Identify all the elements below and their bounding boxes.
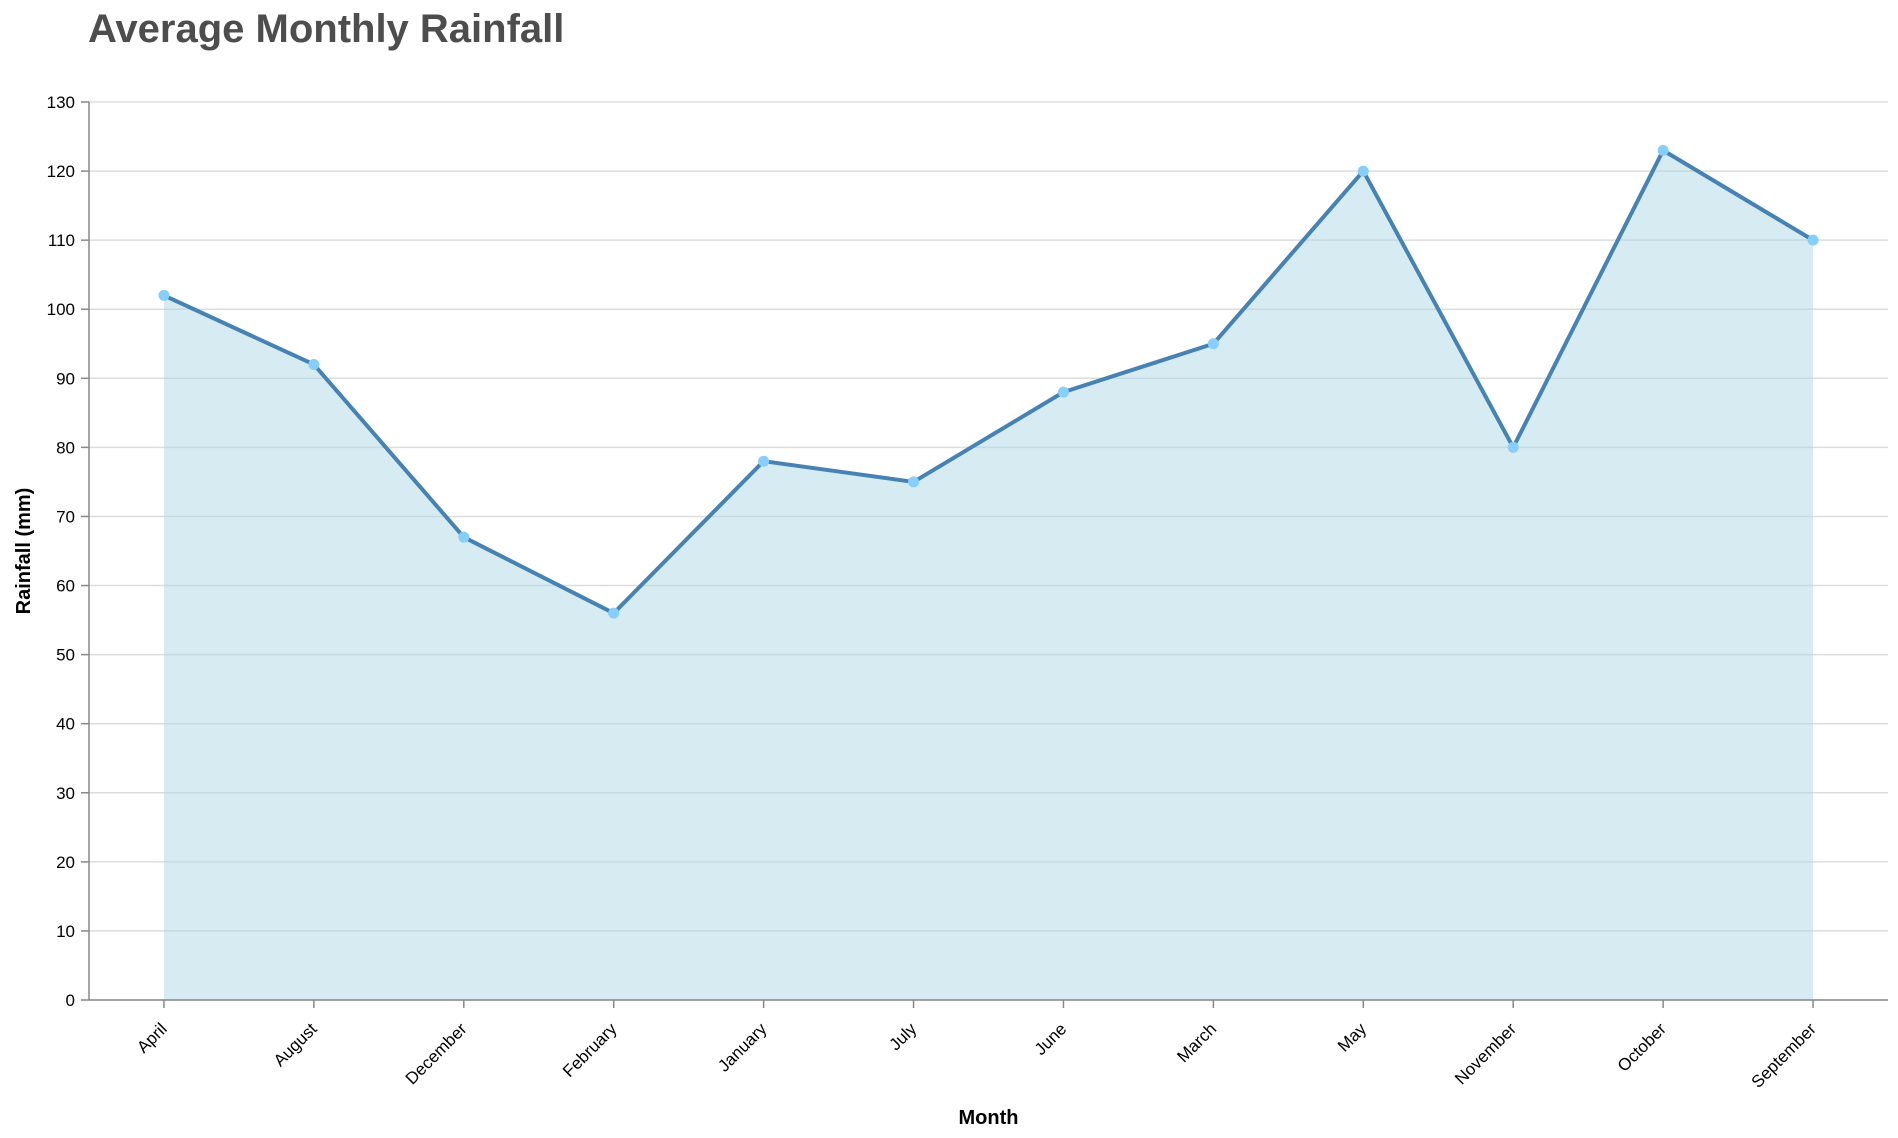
data-point xyxy=(758,455,770,467)
y-tick-label: 40 xyxy=(56,715,75,734)
data-point xyxy=(308,358,320,370)
y-tick-label: 110 xyxy=(48,231,75,250)
y-tick-label: 60 xyxy=(56,577,75,596)
x-tick-label: October xyxy=(1614,1019,1670,1075)
x-tick-label: August xyxy=(270,1019,321,1070)
x-axis-title: Month xyxy=(959,1107,1019,1129)
rainfall-line xyxy=(163,148,1815,616)
data-point xyxy=(608,607,620,619)
y-tick-label: 30 xyxy=(56,784,75,803)
y-axis-title: Rainfall (mm) xyxy=(13,488,35,615)
y-tick-label: 0 xyxy=(66,991,75,1010)
x-tick-label: March xyxy=(1173,1019,1220,1066)
data-point xyxy=(908,476,920,488)
y-tick-label: 90 xyxy=(56,369,75,388)
x-tick-label: December xyxy=(402,1019,471,1088)
x-tick-label: April xyxy=(133,1019,170,1056)
y-tick-label: 70 xyxy=(56,507,75,526)
x-tick-label: July xyxy=(886,1019,921,1054)
y-tick-label: 10 xyxy=(56,922,75,941)
data-point xyxy=(1057,386,1069,398)
data-point xyxy=(1507,441,1519,453)
x-axis: April August December February January July Ju… xyxy=(89,999,1888,1092)
y-tick-label: 80 xyxy=(56,438,75,457)
chart-title: Average Monthly Rainfall xyxy=(88,7,564,51)
rainfall-area xyxy=(163,150,1814,1001)
y-tick-label: 20 xyxy=(56,853,75,872)
x-tick-label: May xyxy=(1334,1019,1370,1055)
data-point xyxy=(158,289,170,301)
y-tick-label: 120 xyxy=(47,162,75,181)
x-tick-label: September xyxy=(1748,1019,1820,1091)
data-point xyxy=(1657,144,1669,156)
x-tick-label: November xyxy=(1451,1019,1520,1088)
y-tick-label: 50 xyxy=(56,646,75,665)
data-point xyxy=(458,531,470,543)
data-point xyxy=(1207,338,1219,350)
y-tick-label: 130 xyxy=(47,93,75,112)
y-tick-label: 100 xyxy=(47,300,75,319)
x-tick-label: June xyxy=(1031,1019,1071,1059)
data-points xyxy=(158,144,1819,619)
y-axis: 0 10 20 30 40 50 60 70 80 90 100 110 120 130 xyxy=(47,93,90,1010)
data-point xyxy=(1807,234,1819,246)
x-tick-label: February xyxy=(559,1019,621,1081)
x-tick-label: January xyxy=(714,1019,771,1076)
data-point xyxy=(1357,165,1369,177)
